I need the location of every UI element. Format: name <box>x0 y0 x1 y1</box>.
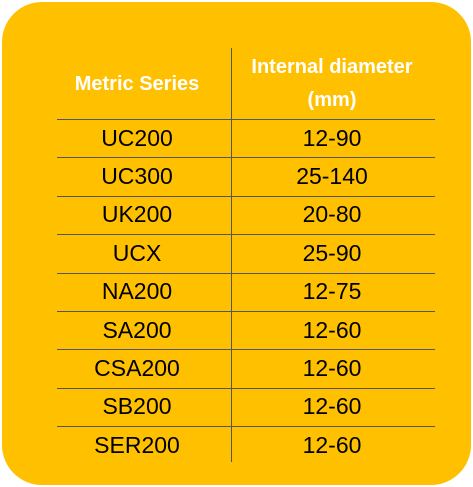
row-divider <box>57 426 435 428</box>
table-cell: 20-80 <box>302 201 362 228</box>
table-cell: 12-90 <box>302 124 362 151</box>
table-cell: 12-60 <box>302 316 362 343</box>
row-divider <box>57 387 435 389</box>
header-cell: Metric Series <box>74 72 200 95</box>
row-divider <box>57 157 435 159</box>
row-divider <box>57 349 435 351</box>
table-cell: 12-60 <box>302 431 362 458</box>
table-cell: 12-75 <box>302 278 362 305</box>
table-cell: SA200 <box>102 316 172 343</box>
header-cell: Internal diameter (mm) <box>251 56 413 111</box>
column-divider <box>231 48 232 462</box>
row-divider <box>57 195 435 197</box>
table-cell: SER200 <box>94 431 180 458</box>
table-cell: UCX <box>112 239 162 266</box>
table-cell: NA200 <box>101 278 173 305</box>
table-cell: UK200 <box>101 201 173 228</box>
table-cell: UC300 <box>101 163 173 190</box>
table-cell: 25-140 <box>296 163 368 190</box>
row-divider <box>57 311 435 312</box>
table-cell: 12-60 <box>302 393 362 420</box>
row-divider <box>57 234 435 236</box>
table-cell: CSA200 <box>94 355 180 382</box>
table-cell: UC200 <box>101 124 173 151</box>
table-cell: 25-90 <box>302 239 362 266</box>
table-cell: SB200 <box>102 393 172 420</box>
row-divider <box>57 119 435 120</box>
row-divider <box>57 272 435 274</box>
table-cell: 12-60 <box>302 355 362 382</box>
